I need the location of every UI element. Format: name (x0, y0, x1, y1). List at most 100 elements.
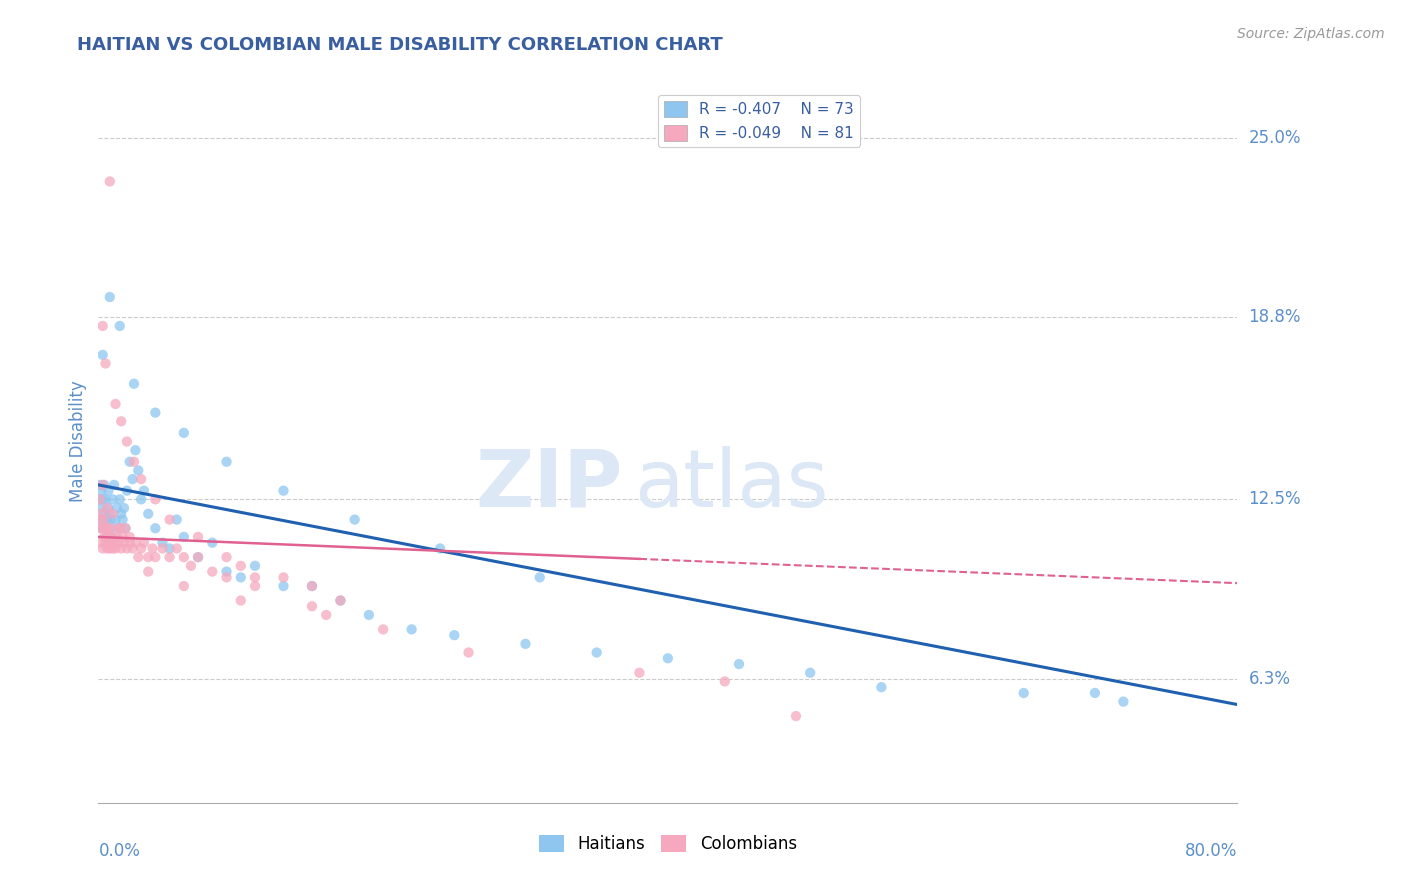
Text: 12.5%: 12.5% (1249, 491, 1301, 508)
Text: 6.3%: 6.3% (1249, 670, 1291, 688)
Point (785, 709, 807, 723)
Point (110, 507, 132, 521)
Point (187, 550, 209, 565)
Point (159, 512, 181, 526)
Point (111, 530, 134, 544)
Point (132, 483, 155, 498)
Point (159, 550, 181, 565)
Point (401, 623, 423, 637)
Point (107, 521, 129, 535)
Point (329, 593, 352, 607)
Point (100, 521, 122, 535)
Point (110, 541, 132, 556)
Point (100, 530, 122, 544)
Point (108, 521, 131, 535)
Point (93, 512, 115, 526)
Point (127, 550, 149, 565)
Point (108, 318, 131, 333)
Legend: Haitians, Colombians: Haitians, Colombians (531, 828, 804, 860)
Text: 0.0%: 0.0% (98, 842, 141, 860)
Point (728, 657, 751, 671)
Point (515, 637, 537, 651)
Point (429, 541, 451, 556)
Point (115, 483, 138, 498)
Point (110, 414, 132, 428)
Point (315, 607, 337, 622)
Point (97, 535, 120, 549)
Point (136, 565, 159, 579)
Point (104, 397, 127, 411)
Point (114, 521, 136, 535)
Point (273, 579, 295, 593)
Point (89, 521, 111, 535)
Text: Source: ZipAtlas.com: Source: ZipAtlas.com (1237, 27, 1385, 41)
Point (301, 579, 323, 593)
Point (94, 512, 117, 526)
Point (96, 530, 118, 544)
Y-axis label: Male Disability: Male Disability (69, 381, 87, 502)
Point (215, 455, 238, 469)
Point (96, 541, 118, 556)
Point (89, 478, 111, 492)
Point (94, 492, 117, 507)
Point (122, 455, 145, 469)
Point (96, 512, 118, 526)
Point (101, 492, 124, 507)
Point (91, 478, 114, 492)
Point (628, 665, 651, 680)
Point (243, 558, 266, 573)
Point (100, 535, 122, 549)
Point (89, 492, 111, 507)
Point (129, 541, 152, 556)
Point (373, 623, 395, 637)
Point (108, 492, 131, 507)
Point (98, 541, 121, 556)
Point (243, 579, 266, 593)
Point (173, 530, 195, 544)
Point (91, 348, 114, 362)
Point (98, 174, 121, 188)
Point (152, 541, 174, 556)
Point (273, 483, 295, 498)
Point (105, 530, 128, 544)
Text: 18.8%: 18.8% (1249, 309, 1301, 326)
Point (90, 535, 112, 549)
Text: 25.0%: 25.0% (1249, 129, 1301, 147)
Point (101, 541, 124, 556)
Point (98, 521, 121, 535)
Point (136, 507, 159, 521)
Point (1084, 686, 1107, 700)
Point (118, 530, 141, 544)
Point (187, 530, 209, 544)
Point (127, 463, 149, 477)
Point (201, 535, 224, 549)
Point (187, 550, 209, 565)
Point (129, 472, 152, 486)
Point (105, 501, 128, 516)
Point (129, 492, 152, 507)
Point (145, 406, 167, 420)
Point (91, 521, 114, 535)
Text: HAITIAN VS COLOMBIAN MALE DISABILITY CORRELATION CHART: HAITIAN VS COLOMBIAN MALE DISABILITY COR… (77, 36, 723, 54)
Point (94, 535, 117, 549)
Point (91, 318, 114, 333)
Point (301, 579, 323, 593)
Point (103, 478, 125, 492)
Point (529, 570, 551, 584)
Point (115, 434, 138, 449)
Point (457, 646, 479, 660)
Point (104, 541, 127, 556)
Point (215, 570, 238, 584)
Point (118, 455, 141, 469)
Point (90, 483, 112, 498)
Point (215, 550, 238, 565)
Point (145, 521, 167, 535)
Point (101, 507, 124, 521)
Point (97, 521, 120, 535)
Point (89, 512, 111, 526)
Point (101, 530, 124, 544)
Point (91, 521, 114, 535)
Point (94, 521, 117, 535)
Point (173, 579, 195, 593)
Point (124, 535, 146, 549)
